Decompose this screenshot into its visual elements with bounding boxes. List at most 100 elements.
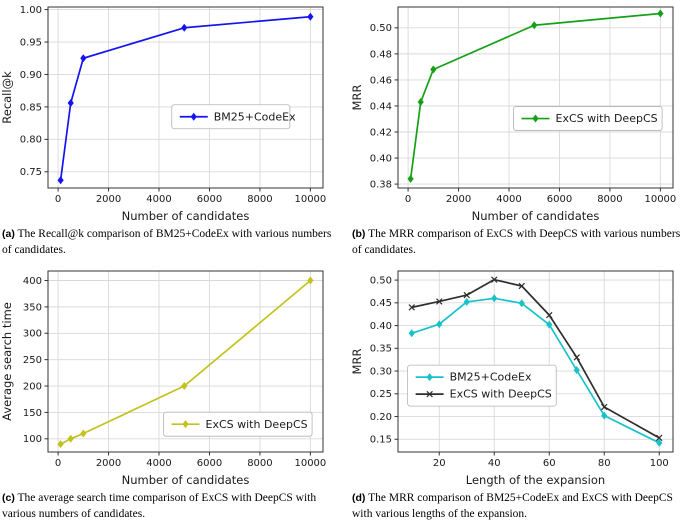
x-tick-label: 10000: [294, 458, 326, 469]
axes-mrr-vs-candidates: 0 2000 4000 6000 8000 10000 0.38 0.40 0.42 0.44 0.…: [350, 6, 676, 223]
y-tick-label: 400: [23, 276, 42, 287]
caption-d: (d) The MRR comparison of BM25+CodeEx an…: [352, 491, 683, 522]
x-tick-label: 4000: [146, 458, 171, 469]
caption-c-tag: (c): [2, 492, 15, 505]
diamond-marker: [426, 373, 433, 382]
diamond-marker: [80, 54, 87, 63]
y-tick-label: 0.30: [370, 366, 392, 377]
caption-b-text: The MRR comparison of ExCS with DeepCS w…: [352, 228, 681, 256]
series-line: [409, 12, 661, 179]
y-axis-label: Average search time: [0, 302, 14, 421]
x-marker: [491, 276, 498, 283]
diamond-marker: [491, 294, 498, 303]
y-tick-label: 0.85: [20, 102, 42, 113]
x-marker: [546, 311, 553, 319]
panel-d: 20 40 60 80 100 0.15 0.20 0.25 0.30 0.35 0.40 0.45 0…: [350, 264, 685, 528]
x-tick-label: 6000: [197, 458, 222, 469]
legend-label: ExCS with DeepCS: [206, 418, 308, 431]
x-tick-label: 2000: [446, 194, 471, 205]
x-tick-label: 2000: [96, 194, 121, 205]
diamond-marker: [181, 23, 188, 32]
x-marker: [463, 291, 470, 299]
x-tick-label: 2000: [96, 458, 121, 469]
plot-frame: [47, 270, 324, 453]
diamond-marker: [307, 276, 314, 285]
diamond-marker: [656, 438, 663, 447]
y-tick-label: 0.95: [20, 37, 42, 48]
diamond-marker: [573, 366, 580, 375]
legend-box: [407, 364, 557, 407]
plot-frame: [397, 6, 674, 189]
legend-label: BM25+CodeEx: [214, 110, 296, 123]
x-tick-label: 40: [488, 458, 501, 469]
x-axis-label: Number of candidates: [122, 209, 250, 223]
caption-b-tag: (b): [352, 228, 366, 240]
x-tick-label: 0: [55, 458, 61, 469]
legend-label: ExCS with DeepCS: [556, 112, 658, 125]
panel-a: 0 2000 4000 6000 8000 10000 0.75 0.80 0.85 0.90 0.…: [0, 0, 335, 264]
diamond-marker: [532, 114, 539, 123]
x-tick-label: 4000: [496, 194, 521, 205]
chart-mrr-vs-expansion-length: 20 40 60 80 100 0.15 0.20 0.25 0.30 0.35 0.40 0.45 0…: [350, 270, 674, 487]
diamond-marker: [182, 420, 189, 429]
y-tick-label: 0.48: [370, 49, 392, 60]
y-tick-label: 0.80: [20, 135, 42, 146]
y-tick-label: 200: [23, 381, 42, 392]
x-tick-label: 60: [543, 458, 556, 469]
y-axis-label: MRR: [350, 85, 364, 111]
axes-search-time-vs-candidates: 0 2000 4000 6000 8000 10000 100 150 200 250 300 350…: [0, 270, 326, 487]
caption-a: (a) The Recall@k comparison of BM25+Code…: [2, 227, 333, 258]
x-tick-label: 80: [598, 458, 611, 469]
caption-a-tag: (a): [2, 228, 15, 240]
x-tick-label: 6000: [547, 194, 572, 205]
y-tick-label: 0.44: [370, 101, 392, 112]
legend-box: [513, 106, 663, 131]
plot-frame: [397, 270, 674, 453]
caption-d-text: The MRR comparison of BM25+CodeEx and Ex…: [352, 492, 673, 520]
caption-c-text: The average search time comparison of Ex…: [2, 492, 317, 520]
diamond-marker: [190, 112, 197, 121]
caption-a-text: The Recall@k comparison of BM25+CodeEx w…: [2, 228, 332, 256]
diamond-marker: [436, 320, 443, 329]
chart-recall-vs-candidates: 0 2000 4000 6000 8000 10000 0.75 0.80 0.85 0.90 0.…: [0, 5, 326, 223]
y-tick-label: 0.25: [370, 389, 392, 400]
y-tick-label: 0.35: [370, 344, 392, 355]
y-tick-label: 0.40: [370, 153, 392, 164]
y-tick-label: 0.45: [370, 298, 392, 309]
x-marker: [601, 403, 608, 411]
y-tick-label: 0.50: [370, 23, 392, 34]
diamond-marker: [463, 297, 470, 306]
diamond-marker: [408, 329, 415, 338]
x-tick-label: 6000: [197, 194, 222, 205]
chart-mrr-vs-candidates: 0 2000 4000 6000 8000 10000 0.38 0.40 0.42 0.44 0.…: [350, 6, 676, 223]
diamond-marker: [181, 382, 188, 391]
series-line: [411, 278, 660, 439]
plot-frame: [47, 6, 324, 189]
axes-mrr-vs-expansion-length: 20 40 60 80 100 0.15 0.20 0.25 0.30 0.35 0.40 0.45 0…: [350, 270, 674, 487]
x-axis-label: Number of candidates: [122, 473, 250, 487]
x-axis-label: Number of candidates: [472, 209, 600, 223]
diamond-marker: [657, 9, 664, 18]
y-tick-label: 0.40: [370, 321, 392, 332]
x-axis-label: Length of the expansion: [466, 473, 605, 487]
x-tick-label: 8000: [247, 194, 272, 205]
diamond-marker: [417, 98, 424, 107]
y-tick-label: 350: [23, 302, 42, 313]
diamond-marker: [57, 440, 64, 449]
x-tick-label: 10000: [644, 194, 676, 205]
series-line: [59, 15, 311, 181]
y-tick-label: 0.15: [370, 435, 392, 446]
panel-b: 0 2000 4000 6000 8000 10000 0.38 0.40 0.42 0.44 0.…: [350, 0, 685, 264]
x-marker: [518, 282, 525, 290]
x-tick-label: 0: [405, 194, 411, 205]
diamond-marker: [57, 176, 64, 185]
y-tick-label: 1.00: [20, 5, 42, 16]
y-axis-label: MRR: [350, 349, 364, 375]
x-marker: [573, 354, 580, 361]
legend-box: [171, 104, 291, 130]
y-tick-label: 0.20: [370, 412, 392, 423]
diamond-marker: [67, 99, 74, 108]
axes-recall-vs-candidates: 0 2000 4000 6000 8000 10000 0.75 0.80 0.85 0.90 0.…: [0, 5, 326, 223]
legend-label: BM25+CodeEx: [450, 371, 532, 384]
